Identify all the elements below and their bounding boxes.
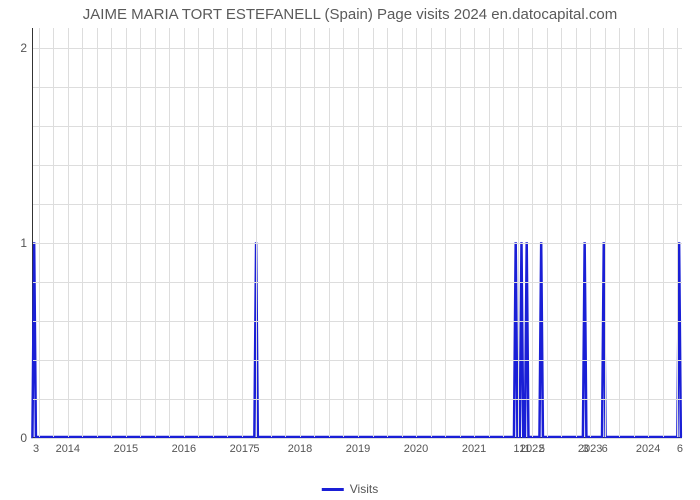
- gridline-vertical: [68, 28, 69, 437]
- gridline-vertical: [474, 28, 475, 437]
- gridline-horizontal-minor: [33, 282, 682, 283]
- gridline-horizontal-minor: [33, 321, 682, 322]
- gridline-vertical: [416, 28, 417, 437]
- legend-label: Visits: [350, 482, 378, 496]
- x-tick-label: 2020: [404, 437, 428, 455]
- y-tick-label: 2: [20, 41, 33, 55]
- gridline-vertical: [677, 28, 678, 437]
- gridline-vertical: [314, 28, 315, 437]
- gridline-vertical: [126, 28, 127, 437]
- y-tick-label: 0: [20, 431, 33, 445]
- x-tick-label: 2021: [462, 437, 486, 455]
- gridline-vertical: [431, 28, 432, 437]
- gridline-vertical: [198, 28, 199, 437]
- legend-swatch: [322, 488, 344, 491]
- gridline-horizontal-minor: [33, 360, 682, 361]
- gridline-vertical: [518, 28, 519, 437]
- gridline-vertical: [39, 28, 40, 437]
- gridline-vertical: [256, 28, 257, 437]
- gridline-vertical: [343, 28, 344, 437]
- gridline-horizontal-minor: [33, 399, 682, 400]
- gridline-vertical: [242, 28, 243, 437]
- gridline-horizontal-minor: [33, 204, 682, 205]
- x-tick-label: 2016: [172, 437, 196, 455]
- spike-value-label: 3: [582, 437, 588, 455]
- gridline-vertical: [503, 28, 504, 437]
- gridline-vertical: [169, 28, 170, 437]
- gridline-vertical: [460, 28, 461, 437]
- gridline-vertical: [300, 28, 301, 437]
- gridline-vertical: [155, 28, 156, 437]
- gridline-vertical: [576, 28, 577, 437]
- gridline-vertical: [387, 28, 388, 437]
- gridline-vertical: [619, 28, 620, 437]
- gridline-horizontal: [33, 48, 682, 49]
- gridline-vertical: [97, 28, 98, 437]
- gridline-vertical: [605, 28, 606, 437]
- x-tick-label: 2024: [636, 437, 660, 455]
- spike-value-label: 1: [524, 437, 530, 455]
- chart-title: JAIME MARIA TORT ESTEFANELL (Spain) Page…: [0, 6, 700, 23]
- gridline-vertical: [227, 28, 228, 437]
- gridline-vertical: [358, 28, 359, 437]
- x-tick-label: 2014: [56, 437, 80, 455]
- gridline-vertical: [532, 28, 533, 437]
- gridline-vertical: [489, 28, 490, 437]
- gridline-horizontal-minor: [33, 87, 682, 88]
- gridline-vertical: [271, 28, 272, 437]
- gridline-vertical: [213, 28, 214, 437]
- x-tick-label: 2018: [288, 437, 312, 455]
- y-tick-label: 1: [20, 236, 33, 250]
- gridline-horizontal-minor: [33, 165, 682, 166]
- spike-value-label: 6: [677, 437, 683, 455]
- gridline-vertical: [547, 28, 548, 437]
- x-tick-label: 2015: [114, 437, 138, 455]
- legend: Visits: [322, 482, 378, 496]
- gridline-vertical: [82, 28, 83, 437]
- gridline-vertical: [140, 28, 141, 437]
- gridline-vertical: [53, 28, 54, 437]
- gridline-vertical: [663, 28, 664, 437]
- x-tick-label: 2019: [346, 437, 370, 455]
- gridline-vertical: [561, 28, 562, 437]
- gridline-horizontal-minor: [33, 126, 682, 127]
- gridline-vertical: [402, 28, 403, 437]
- gridline-vertical: [111, 28, 112, 437]
- gridline-vertical: [590, 28, 591, 437]
- gridline-vertical: [648, 28, 649, 437]
- plot-area: 2014201520162017201820192020202120222023…: [32, 28, 682, 438]
- gridline-vertical: [184, 28, 185, 437]
- chart-container: JAIME MARIA TORT ESTEFANELL (Spain) Page…: [0, 0, 700, 500]
- gridline-vertical: [329, 28, 330, 437]
- spike-value-label: 5: [253, 437, 259, 455]
- x-tick-label: 2017: [230, 437, 254, 455]
- spike-value-label: 5: [539, 437, 545, 455]
- gridline-horizontal: [33, 243, 682, 244]
- spike-value-label: 3: [33, 437, 39, 455]
- spike-value-label: 6: [602, 437, 608, 455]
- gridline-vertical: [445, 28, 446, 437]
- gridline-vertical: [285, 28, 286, 437]
- gridline-vertical: [373, 28, 374, 437]
- gridline-vertical: [634, 28, 635, 437]
